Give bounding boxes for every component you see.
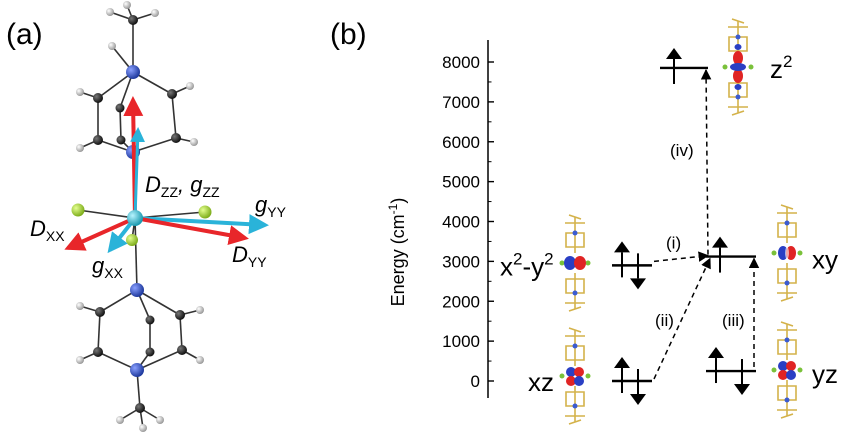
panel-b: (b) 0 1000 2000 3000 4000 5000 6000 7000 8000 En… xyxy=(330,18,838,425)
transition-xz-to-xy: (ii) xyxy=(653,257,711,380)
tick-label: 4000 xyxy=(442,213,480,232)
dxx-label: DXX xyxy=(30,216,65,244)
level-yz xyxy=(706,347,756,396)
orbital-label-x2-y2: x2-y2 xyxy=(500,249,554,281)
level-xz xyxy=(612,357,652,405)
dxx-arrow xyxy=(64,216,136,251)
energy-levels: xz x2-y2 yz xy z2 xyxy=(500,47,838,405)
transition-label: (iv) xyxy=(670,141,694,160)
orbital-picture-xz xyxy=(559,327,591,425)
transition-label: (iii) xyxy=(722,311,745,330)
spin-up-arrow xyxy=(614,357,630,393)
level-xy xyxy=(706,236,756,273)
spin-up-arrow xyxy=(614,241,630,278)
energy-axis: 0 1000 2000 3000 4000 5000 6000 7000 8000 xyxy=(442,40,494,398)
panel-a: (a) xyxy=(6,1,287,432)
spin-down-arrow xyxy=(630,253,646,290)
orbital-pictures xyxy=(559,18,803,425)
transitions: (i) (ii) (iii) (iv) xyxy=(653,68,760,380)
dzz-gzz-label: DZZ, gZZ xyxy=(145,172,220,200)
orbital-label-xz: xz xyxy=(528,367,554,397)
tick-label: 1000 xyxy=(442,332,480,351)
spin-up-arrow xyxy=(666,47,682,84)
level-z2 xyxy=(660,47,708,84)
panel-a-label: (a) xyxy=(6,18,43,51)
orbital-picture-xy xyxy=(771,204,803,302)
tick-label: 7000 xyxy=(442,93,480,112)
orbital-label-yz: yz xyxy=(812,359,838,389)
dyy-arrow xyxy=(134,216,249,245)
orbital-picture-yz xyxy=(771,321,803,419)
transition-label: (ii) xyxy=(655,311,674,330)
tick-label: 8000 xyxy=(442,53,480,72)
tick-label: 0 xyxy=(471,372,480,391)
orbital-label-xy: xy xyxy=(812,245,838,275)
spin-down-arrow xyxy=(630,369,646,405)
gzz-arrow xyxy=(130,127,146,219)
transition-arrow xyxy=(700,68,712,255)
dyy-label: DYY xyxy=(232,242,267,270)
transition-arrow xyxy=(653,251,710,263)
orbital-picture-z2 xyxy=(722,18,754,116)
gxx-label: gXX xyxy=(92,253,124,281)
tick-label: 3000 xyxy=(442,252,480,271)
tick-label: 5000 xyxy=(442,173,480,192)
transition-label: (i) xyxy=(666,234,681,253)
spin-up-arrow xyxy=(712,236,728,273)
spin-down-arrow xyxy=(734,359,750,396)
orbital-picture-x2-y2 xyxy=(559,214,591,312)
panel-b-label: (b) xyxy=(330,18,367,51)
level-x2-y2 xyxy=(612,241,652,290)
metal-atom xyxy=(127,210,143,226)
transition-x2-y2-to-xy: (i) xyxy=(653,234,710,263)
tensor-axes xyxy=(64,96,269,254)
gyy-arrow xyxy=(134,214,269,235)
gyy-label: gYY xyxy=(255,192,287,220)
transition-yz-to-xy: (iii) xyxy=(722,257,760,368)
orbital-label-z2: z2 xyxy=(770,52,792,84)
transition-arrow xyxy=(653,257,711,380)
energy-axis-title: Energy (cm-1) xyxy=(386,198,408,307)
tick-label: 6000 xyxy=(442,133,480,152)
transition-xy-to-z2: (iv) xyxy=(670,68,712,255)
tick-label: 2000 xyxy=(442,292,480,311)
spin-up-arrow xyxy=(708,347,724,384)
